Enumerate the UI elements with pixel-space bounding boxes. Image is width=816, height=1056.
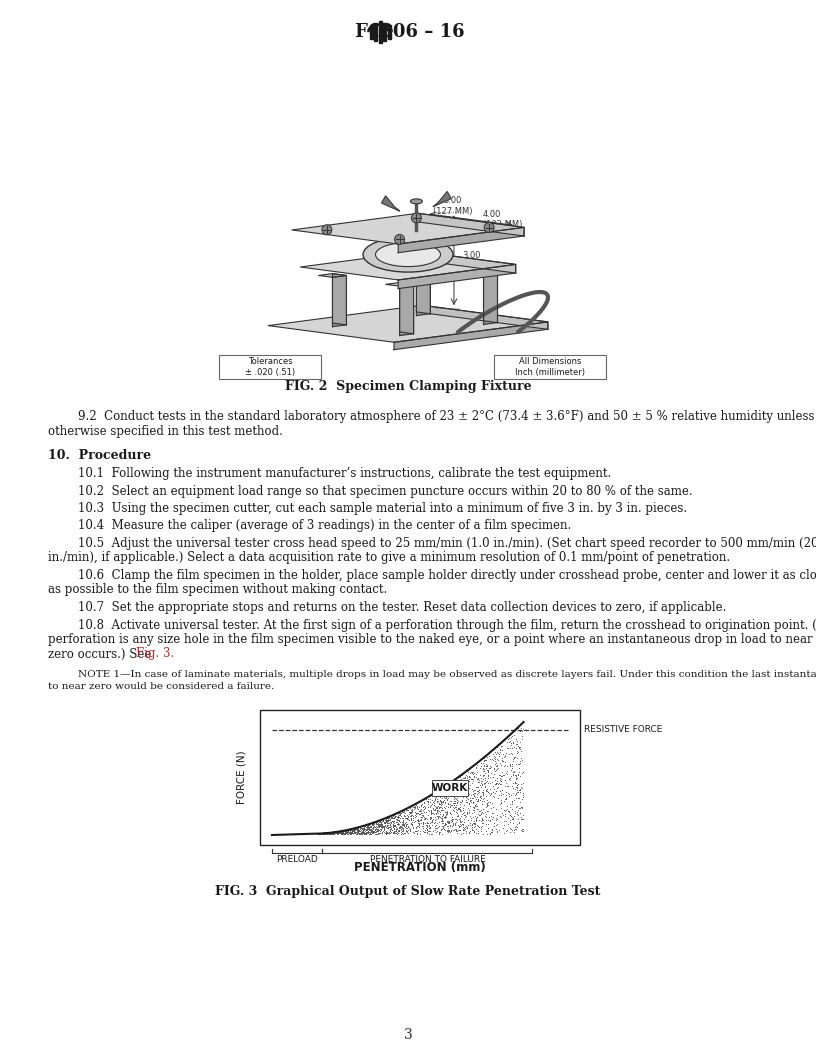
Polygon shape — [383, 23, 386, 41]
Polygon shape — [484, 271, 498, 323]
Polygon shape — [292, 213, 524, 244]
Polygon shape — [484, 274, 498, 324]
Text: 10.6  Clamp the film specimen in the holder, place sample holder directly under : 10.6 Clamp the film specimen in the hold… — [78, 569, 816, 582]
Polygon shape — [379, 21, 382, 43]
Circle shape — [484, 223, 494, 232]
Text: 3.00
(76 MM): 3.00 (76 MM) — [462, 250, 496, 270]
Text: 10.7  Set the appropriate stops and returns on the tester. Reset data collection: 10.7 Set the appropriate stops and retur… — [78, 601, 726, 614]
Text: otherwise specified in this test method.: otherwise specified in this test method. — [48, 425, 283, 437]
Polygon shape — [382, 196, 400, 211]
Polygon shape — [422, 305, 548, 329]
Ellipse shape — [375, 243, 441, 266]
Text: 10.5  Adjust the universal tester cross head speed to 25 mm/min (1.0 in./min). (: 10.5 Adjust the universal tester cross h… — [78, 538, 816, 550]
Text: 5.00
(127 MM): 5.00 (127 MM) — [433, 196, 472, 215]
Polygon shape — [416, 263, 430, 314]
Text: PENETRATION TO FAILURE: PENETRATION TO FAILURE — [370, 855, 486, 864]
Polygon shape — [394, 322, 548, 350]
Text: FIG. 2  Specimen Clamping Fixture: FIG. 2 Specimen Clamping Fixture — [285, 380, 531, 393]
FancyBboxPatch shape — [432, 779, 468, 795]
Text: FIG. 3  Graphical Output of Slow Rate Penetration Test: FIG. 3 Graphical Output of Slow Rate Pen… — [215, 885, 601, 898]
Text: RESISTIVE FORCE: RESISTIVE FORCE — [584, 725, 663, 734]
Text: NOTE 1—In case of laminate materials, multiple drops in load may be observed as : NOTE 1—In case of laminate materials, mu… — [78, 670, 816, 679]
Polygon shape — [374, 23, 377, 41]
Ellipse shape — [410, 199, 423, 204]
Text: 10.  Procedure: 10. Procedure — [48, 449, 151, 463]
Polygon shape — [318, 274, 347, 278]
Text: 10.2  Select an equipment load range so that specimen puncture occurs within 20 : 10.2 Select an equipment load range so t… — [78, 485, 693, 497]
Text: 4.00
(102 MM): 4.00 (102 MM) — [483, 210, 522, 229]
Circle shape — [411, 213, 421, 223]
Text: 10.4  Measure the caliper (average of 3 readings) in the center of a film specim: 10.4 Measure the caliper (average of 3 r… — [78, 520, 571, 532]
FancyBboxPatch shape — [219, 355, 321, 379]
Text: Fig. 3.: Fig. 3. — [136, 647, 175, 660]
FancyBboxPatch shape — [494, 355, 606, 379]
Text: Tolerances
± .020 (.51): Tolerances ± .020 (.51) — [245, 357, 295, 377]
Polygon shape — [400, 284, 414, 336]
Polygon shape — [398, 264, 516, 288]
Text: to near zero would be considered a failure.: to near zero would be considered a failu… — [48, 682, 274, 691]
Polygon shape — [332, 274, 347, 325]
Polygon shape — [386, 283, 414, 286]
Text: 9.2  Conduct tests in the standard laboratory atmosphere of 23 ± 2°C (73.4 ± 3.6: 9.2 Conduct tests in the standard labora… — [78, 410, 814, 423]
Text: F1306 – 16: F1306 – 16 — [355, 23, 465, 41]
Polygon shape — [388, 25, 391, 39]
Polygon shape — [370, 25, 372, 39]
Circle shape — [395, 234, 405, 244]
Polygon shape — [268, 305, 548, 342]
Polygon shape — [300, 251, 516, 280]
Circle shape — [322, 225, 332, 234]
Text: zero occurs.) See: zero occurs.) See — [48, 647, 155, 660]
Text: FORCE (N): FORCE (N) — [237, 751, 247, 805]
Text: 10.8  Activate universal tester. At the first sign of a perforation through the : 10.8 Activate universal tester. At the f… — [78, 619, 816, 631]
Text: WORK: WORK — [432, 782, 468, 793]
Polygon shape — [400, 283, 414, 334]
Polygon shape — [469, 271, 498, 276]
Polygon shape — [418, 213, 524, 235]
Polygon shape — [418, 251, 516, 274]
Text: PRELOAD: PRELOAD — [277, 855, 318, 864]
Polygon shape — [402, 263, 430, 266]
Text: 10.3  Using the specimen cutter, cut each sample material into a minimum of five: 10.3 Using the specimen cutter, cut each… — [78, 502, 687, 515]
Polygon shape — [332, 276, 347, 326]
Text: 3: 3 — [404, 1027, 412, 1042]
Text: 10.1  Following the instrument manufacturer’s instructions, calibrate the test e: 10.1 Following the instrument manufactur… — [78, 467, 611, 480]
Polygon shape — [416, 264, 430, 316]
Text: PENETRATION (mm): PENETRATION (mm) — [354, 861, 486, 873]
Bar — [260, 710, 580, 845]
Ellipse shape — [363, 238, 453, 272]
Text: perforation is any size hole in the film specimen visible to the naked eye, or a: perforation is any size hole in the film… — [48, 633, 813, 646]
Text: as possible to the film specimen without making contact.: as possible to the film specimen without… — [48, 584, 388, 597]
Text: All Dimensions
Inch (millimeter): All Dimensions Inch (millimeter) — [515, 357, 585, 377]
Polygon shape — [398, 227, 524, 252]
Polygon shape — [433, 191, 451, 207]
Text: in./min), if applicable.) Select a data acquisition rate to give a minimum resol: in./min), if applicable.) Select a data … — [48, 551, 730, 565]
